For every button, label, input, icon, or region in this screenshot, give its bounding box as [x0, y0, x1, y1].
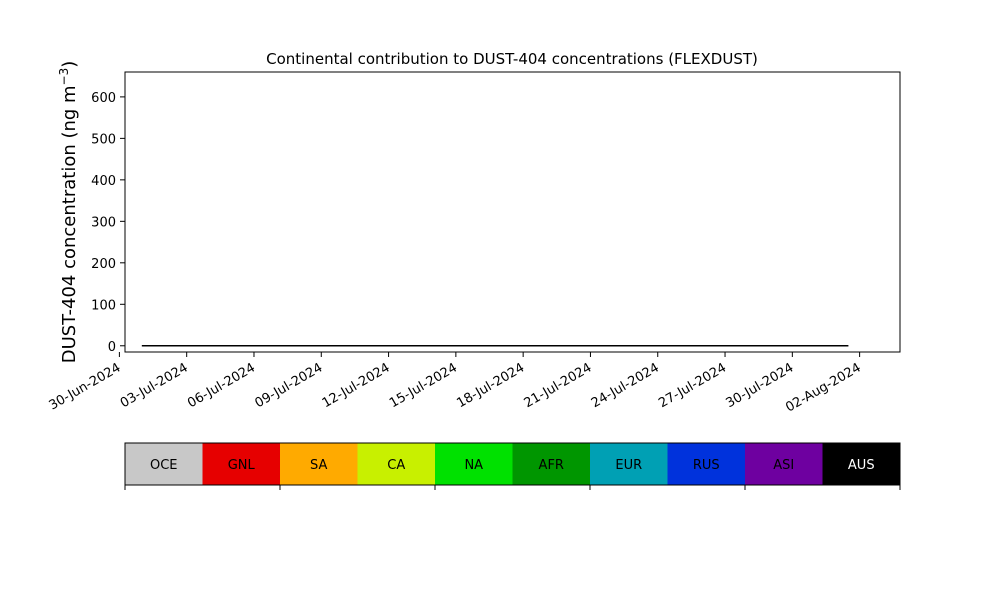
legend-swatch-ca	[357, 443, 435, 485]
legend-frame	[124, 442, 901, 486]
y-tick-label: 300	[91, 215, 116, 230]
legend-label-sa: SA	[310, 458, 327, 473]
legend-label-rus: RUS	[693, 458, 720, 473]
legend-swatch-na	[435, 443, 513, 485]
legend-swatch-sa	[280, 443, 358, 485]
x-tick-label: 18-Jul-2024	[454, 360, 527, 411]
x-tick-label: 06-Jul-2024	[185, 360, 258, 411]
x-tick-label: 12-Jul-2024	[320, 360, 393, 411]
x-tick-label: 27-Jul-2024	[656, 360, 729, 411]
legend-label-oce: OCE	[150, 458, 178, 473]
legend-label-afr: AFR	[539, 458, 564, 473]
legend-label-ca: CA	[387, 458, 405, 473]
y-tick-label: 0	[108, 340, 116, 355]
y-axis-label: DUST-404 concentration (ng m−3)	[57, 61, 80, 364]
legend-swatch-gnl	[202, 443, 280, 485]
legend-swatch-aus	[822, 443, 900, 485]
legend-swatch-afr	[512, 443, 590, 485]
y-axis: 0 100 200 300 400 500 600	[91, 91, 125, 355]
x-tick-label: 09-Jul-2024	[252, 360, 325, 411]
legend-swatch-eur	[590, 443, 668, 485]
legend-colorbar: OCE GNL SA CA NA AFR EUR RUS ASI AUS	[124, 442, 901, 490]
legend-swatch-rus	[667, 443, 745, 485]
x-axis: 30-Jun-202403-Jul-202406-Jul-202409-Jul-…	[47, 352, 864, 416]
legend-label-asi: ASI	[773, 458, 794, 473]
legend-swatch-asi	[745, 443, 823, 485]
x-tick-label: 02-Aug-2024	[783, 360, 863, 415]
x-tick-label: 24-Jul-2024	[589, 360, 662, 411]
y-axis-label-sup: −3	[57, 68, 71, 86]
y-tick-label: 500	[91, 132, 116, 147]
y-tick-label: 100	[91, 298, 116, 313]
y-axis-label-close: )	[59, 61, 80, 68]
y-tick-label: 200	[91, 257, 116, 272]
legend-label-aus: AUS	[848, 458, 875, 473]
x-tick-label: 30-Jun-2024	[47, 360, 124, 413]
legend-label-gnl: GNL	[228, 458, 256, 473]
legend-label-na: NA	[464, 458, 483, 473]
y-tick-label: 400	[91, 174, 116, 189]
x-tick-label: 21-Jul-2024	[522, 360, 595, 411]
y-tick-label: 600	[91, 91, 116, 106]
plot-frame	[124, 71, 901, 353]
chart-title: Continental contribution to DUST-404 con…	[266, 50, 758, 68]
legend-swatch-oce	[125, 443, 203, 485]
y-axis-label-main: DUST-404 concentration (ng m	[59, 85, 80, 363]
legend-label-eur: EUR	[615, 458, 642, 473]
x-tick-label: 03-Jul-2024	[118, 360, 191, 411]
x-tick-label: 15-Jul-2024	[387, 360, 460, 411]
